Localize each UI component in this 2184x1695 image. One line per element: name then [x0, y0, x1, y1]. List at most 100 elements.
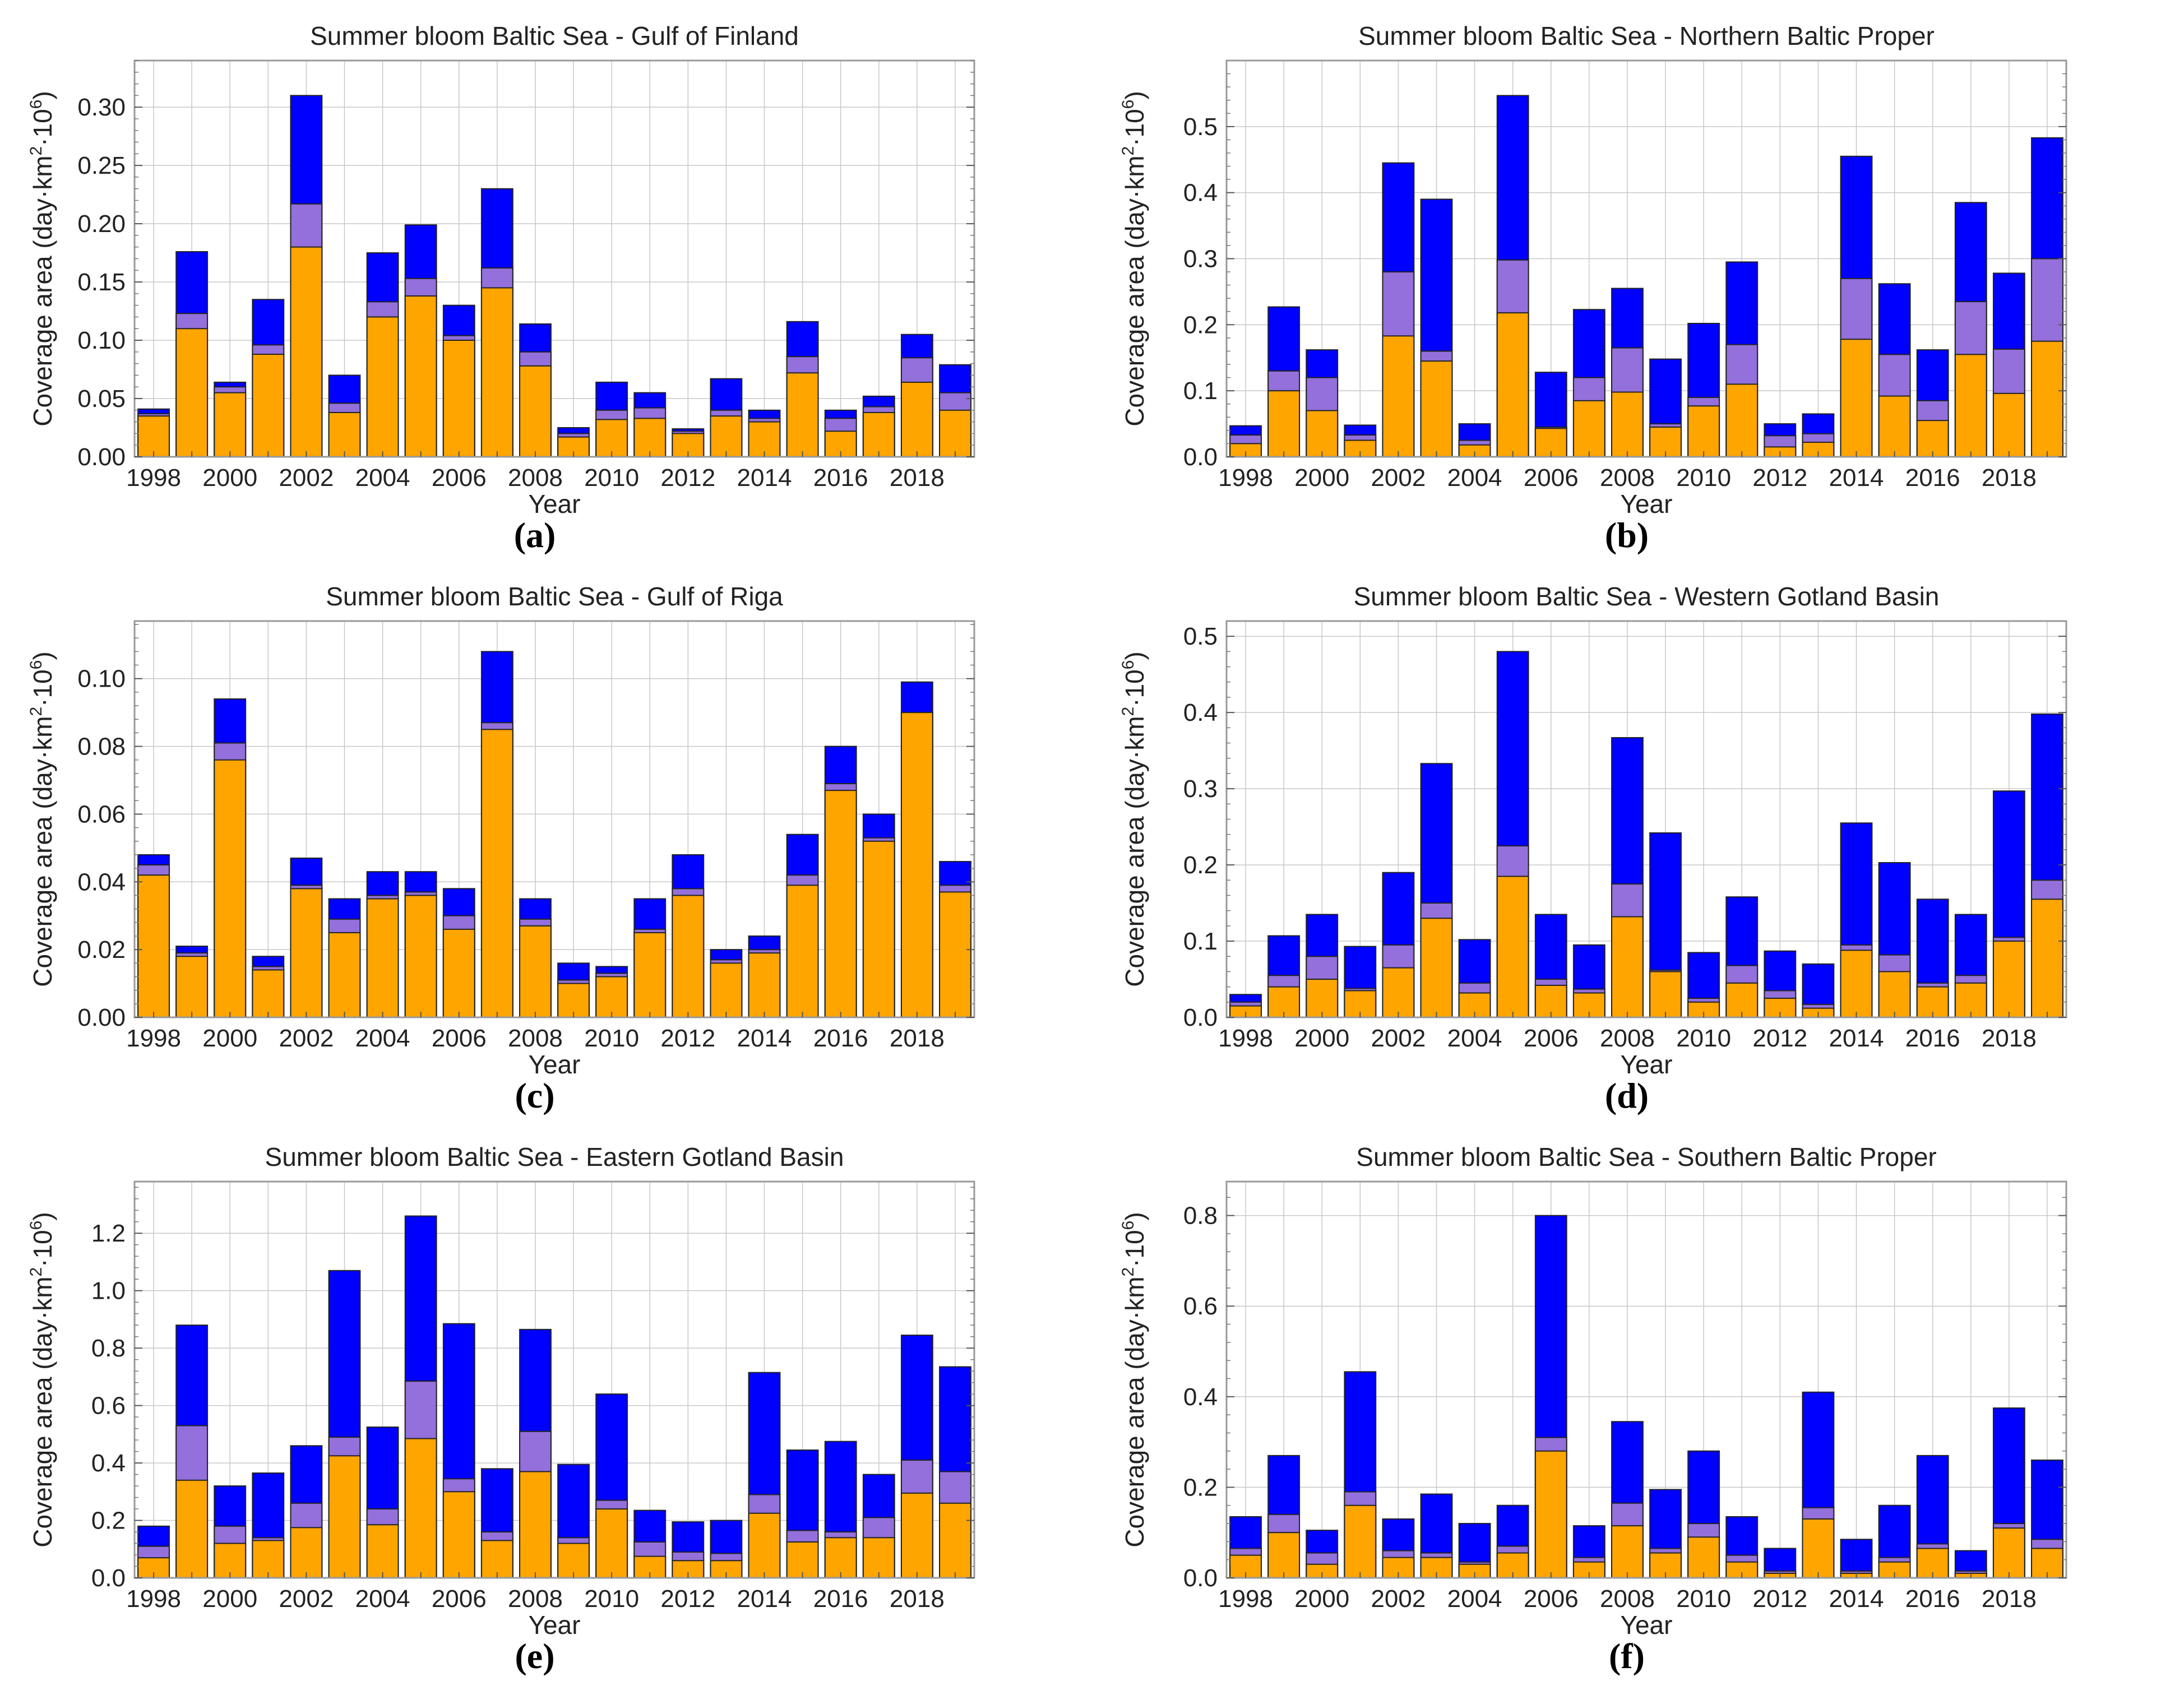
- panel-letter: (a): [513, 515, 556, 555]
- bar-orange-2015: [786, 372, 819, 457]
- bar-orange-2004: [366, 1524, 399, 1578]
- x-tick-label: 2006: [1524, 1585, 1579, 1613]
- bar-orange-2008: [519, 1471, 552, 1578]
- x-tick-label: 2008: [1600, 1025, 1655, 1052]
- x-tick-label: 2016: [813, 464, 868, 492]
- bar-orange-2000: [214, 759, 247, 1018]
- panel-letter: (d): [1604, 1076, 1649, 1115]
- bar-orange-2013: [710, 962, 743, 1018]
- y-tick-label: 0.2: [91, 1507, 126, 1535]
- y-tick-label: 0.02: [77, 936, 126, 964]
- bar-orange-2013: [710, 415, 743, 457]
- chart-title: Summer bloom Baltic Sea - Southern Balti…: [1356, 1142, 1936, 1171]
- x-tick-label: 2018: [1982, 464, 2037, 492]
- x-tick-label: 2006: [432, 1585, 487, 1613]
- y-axis-label: Coverage area (day·km2·106): [27, 91, 57, 426]
- bar-orange-2018: [900, 1492, 933, 1579]
- y-axis-label: Coverage area (day·km2·106): [1119, 651, 1149, 987]
- bar-orange-2006: [442, 340, 475, 458]
- x-tick-label: 1998: [126, 1585, 181, 1613]
- bar-orange-2018: [1992, 392, 2025, 458]
- bar-orange-2018: [900, 712, 933, 1018]
- x-tick-label: 2010: [584, 1025, 639, 1052]
- x-tick-label: 2008: [508, 464, 563, 492]
- x-tick-label: 2018: [1982, 1585, 2037, 1613]
- y-axis-label: Coverage area (day·km2·106): [1119, 1212, 1149, 1547]
- bar-orange-2002: [290, 246, 323, 457]
- bar-orange-2007: [480, 287, 513, 457]
- bar-orange-2004: [366, 898, 399, 1018]
- x-tick-label: 2000: [202, 1585, 257, 1613]
- x-tick-label: 2010: [584, 464, 639, 492]
- y-axis-label: Coverage area (day·km2·106): [27, 651, 57, 987]
- bar-orange-2018: [900, 381, 933, 458]
- x-tick-label: 2012: [1752, 464, 1807, 492]
- y-tick-label: 0.4: [1183, 1383, 1218, 1411]
- y-tick-label: 0.2: [1183, 851, 1218, 879]
- chart-title: Summer bloom Baltic Sea - Northern Balti…: [1358, 21, 1935, 50]
- y-tick-label: 0.0: [1183, 1564, 1218, 1592]
- bar-orange-2009: [557, 983, 590, 1018]
- x-tick-label: 2018: [1982, 1025, 2037, 1052]
- x-tick-label: 2004: [1447, 1585, 1502, 1613]
- bar-orange-2005: [404, 895, 437, 1018]
- y-axis-label-superscript: 2: [27, 146, 45, 156]
- bar-orange-2010: [1687, 405, 1720, 457]
- y-tick-label: 0.6: [91, 1392, 126, 1420]
- x-tick-label: 2012: [1752, 1585, 1807, 1613]
- y-axis-label-superscript: 6: [27, 100, 45, 109]
- y-axis-label-part: ): [1120, 91, 1149, 99]
- bar-orange-1998: [137, 874, 170, 1018]
- bar-orange-2002: [1382, 335, 1415, 457]
- y-axis-label-superscript: 6: [27, 1221, 45, 1230]
- bar-orange-2009: [1649, 1552, 1682, 1578]
- bar-orange-2002: [1382, 967, 1415, 1018]
- chart-svg: 0.0 0.2 0.4 0.6 0.8 1998 2000 2002 2004 2006 2008 2…: [1119, 1142, 2067, 1640]
- x-tick-label: 2000: [202, 464, 257, 492]
- x-tick-label: 2010: [1676, 464, 1731, 492]
- bar-orange-2015: [1878, 395, 1911, 457]
- chart-panel-northern-baltic-proper: 0.0 0.1 0.2 0.3 0.4 0.5 1998 2000 2002 2004 2006 20…: [1092, 0, 2184, 561]
- x-axis-label: Year: [1621, 1050, 1673, 1079]
- x-tick-label: 2006: [432, 464, 487, 492]
- y-axis-label-part: ): [1120, 651, 1149, 660]
- y-tick-label: 0.10: [77, 665, 126, 693]
- bar-orange-2011: [1725, 383, 1759, 458]
- bar-orange-2003: [1420, 360, 1453, 457]
- y-axis-label-part: Coverage area (day·km: [28, 716, 57, 987]
- bar-orange-2001: [252, 1540, 285, 1579]
- y-axis-label-part: ·10: [28, 109, 57, 146]
- x-tick-label: 2002: [1371, 1585, 1426, 1613]
- x-tick-label: 2002: [279, 1585, 334, 1613]
- bar-orange-1998: [137, 415, 170, 457]
- bar-orange-2015: [786, 1541, 819, 1578]
- chart-panel-gulf-of-riga: 0.00 0.02 0.04 0.06 0.08 0.10 1998 2000 2002 2004…: [0, 561, 1092, 1121]
- x-tick-label: 2010: [584, 1585, 639, 1613]
- bar-orange-2017: [862, 1537, 895, 1579]
- bar-orange-1999: [1267, 1532, 1301, 1579]
- y-tick-label: 0.5: [1183, 113, 1218, 141]
- y-tick-label: 0.0: [1183, 443, 1218, 471]
- chart-title: Summer bloom Baltic Sea - Gulf of Finlan…: [310, 21, 799, 50]
- bar-orange-2003: [328, 1455, 361, 1578]
- bar-orange-2018: [1992, 941, 2025, 1018]
- bar-orange-2006: [442, 928, 475, 1018]
- x-tick-label: 2010: [1676, 1585, 1731, 1613]
- x-tick-label: 2006: [1524, 1025, 1579, 1052]
- x-tick-label: 2010: [1676, 1025, 1731, 1052]
- bar-orange-2010: [1687, 1536, 1720, 1579]
- x-tick-label: 2016: [813, 1025, 868, 1052]
- bar-orange-2005: [404, 1438, 437, 1579]
- y-tick-label: 0.5: [1183, 623, 1218, 650]
- y-axis-label-part: ): [28, 91, 57, 99]
- bar-orange-2014: [748, 952, 781, 1018]
- bar-orange-1999: [175, 1479, 209, 1578]
- x-tick-label: 2004: [355, 1585, 410, 1613]
- y-axis-label-part: ): [1120, 1212, 1149, 1220]
- y-tick-label: 0.1: [1183, 377, 1218, 405]
- bar-orange-2002: [290, 888, 323, 1018]
- x-tick-label: 1998: [1218, 1585, 1273, 1613]
- y-tick-label: 0.8: [1183, 1202, 1218, 1230]
- x-tick-label: 2002: [1371, 1025, 1426, 1052]
- bar-orange-2019: [2031, 899, 2063, 1018]
